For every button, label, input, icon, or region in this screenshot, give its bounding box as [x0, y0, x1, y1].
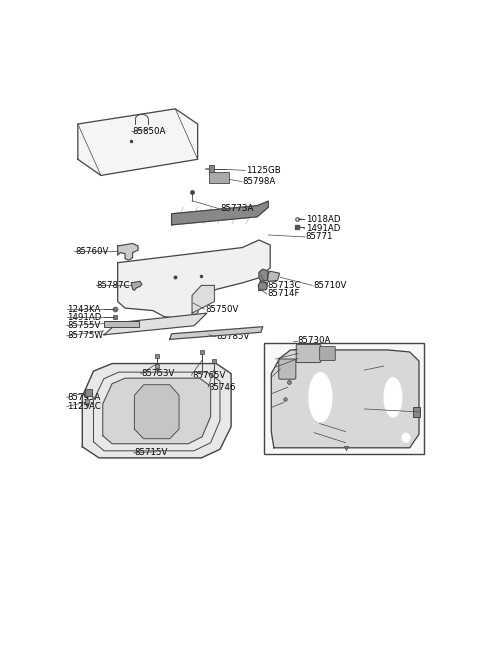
Bar — [209, 165, 215, 174]
FancyBboxPatch shape — [320, 346, 335, 360]
Text: 85787C: 85787C — [96, 281, 130, 290]
Ellipse shape — [309, 373, 332, 422]
Ellipse shape — [384, 378, 402, 417]
Polygon shape — [259, 269, 268, 282]
Polygon shape — [104, 313, 207, 335]
FancyBboxPatch shape — [296, 345, 321, 363]
Text: 1018AD: 1018AD — [305, 215, 340, 224]
Polygon shape — [170, 327, 263, 339]
Text: 85750V: 85750V — [205, 305, 239, 314]
Text: 85773A: 85773A — [220, 204, 253, 214]
Polygon shape — [103, 378, 211, 443]
Bar — [85, 389, 92, 396]
Text: 85730A: 85730A — [297, 337, 331, 345]
Polygon shape — [172, 201, 268, 225]
Text: 1243KA: 1243KA — [67, 305, 101, 314]
Polygon shape — [271, 350, 419, 448]
Text: 1491AD: 1491AD — [67, 312, 102, 322]
Text: 95120A: 95120A — [365, 404, 398, 413]
Text: 85715V: 85715V — [134, 448, 168, 457]
Text: 85745B: 85745B — [276, 363, 310, 371]
Text: 85775W: 85775W — [67, 331, 104, 341]
Polygon shape — [118, 240, 270, 316]
Polygon shape — [192, 286, 215, 313]
Polygon shape — [134, 384, 179, 439]
Text: 1125GB: 1125GB — [246, 166, 281, 175]
Text: 85760V: 85760V — [75, 246, 108, 255]
Text: 85714F: 85714F — [267, 290, 300, 299]
Text: 85713C: 85713C — [267, 281, 301, 290]
Text: 85755V: 85755V — [67, 321, 101, 330]
Text: 85746: 85746 — [209, 383, 236, 392]
Text: 1249LB: 1249LB — [321, 419, 353, 428]
Text: 85850A: 85850A — [132, 127, 166, 136]
Text: 85744A: 85744A — [276, 354, 310, 364]
Text: 85884: 85884 — [272, 389, 300, 398]
Text: 85785V: 85785V — [216, 332, 250, 341]
Polygon shape — [132, 282, 142, 290]
Text: 85839: 85839 — [315, 428, 342, 437]
Bar — [264, 343, 424, 455]
Text: 85784A: 85784A — [272, 403, 305, 412]
Text: 85771: 85771 — [305, 233, 333, 242]
FancyBboxPatch shape — [279, 359, 296, 379]
Text: 1125AC: 1125AC — [67, 402, 101, 411]
Polygon shape — [267, 271, 279, 282]
Text: 85765V: 85765V — [192, 371, 226, 380]
Bar — [413, 407, 420, 417]
Polygon shape — [118, 244, 138, 260]
Bar — [104, 321, 139, 327]
Text: 85795A: 85795A — [67, 393, 101, 402]
Text: 85743A: 85743A — [272, 373, 305, 382]
Text: 85740A: 85740A — [297, 345, 331, 354]
Text: 85733A: 85733A — [365, 365, 398, 375]
Bar — [209, 172, 229, 183]
Text: 85710V: 85710V — [313, 281, 347, 290]
Text: 85798A: 85798A — [242, 177, 276, 186]
Text: 1491AD: 1491AD — [305, 224, 340, 233]
Ellipse shape — [402, 433, 410, 442]
Text: 85753V: 85753V — [141, 369, 174, 378]
Polygon shape — [83, 364, 231, 458]
Polygon shape — [78, 109, 198, 176]
Polygon shape — [258, 282, 267, 290]
